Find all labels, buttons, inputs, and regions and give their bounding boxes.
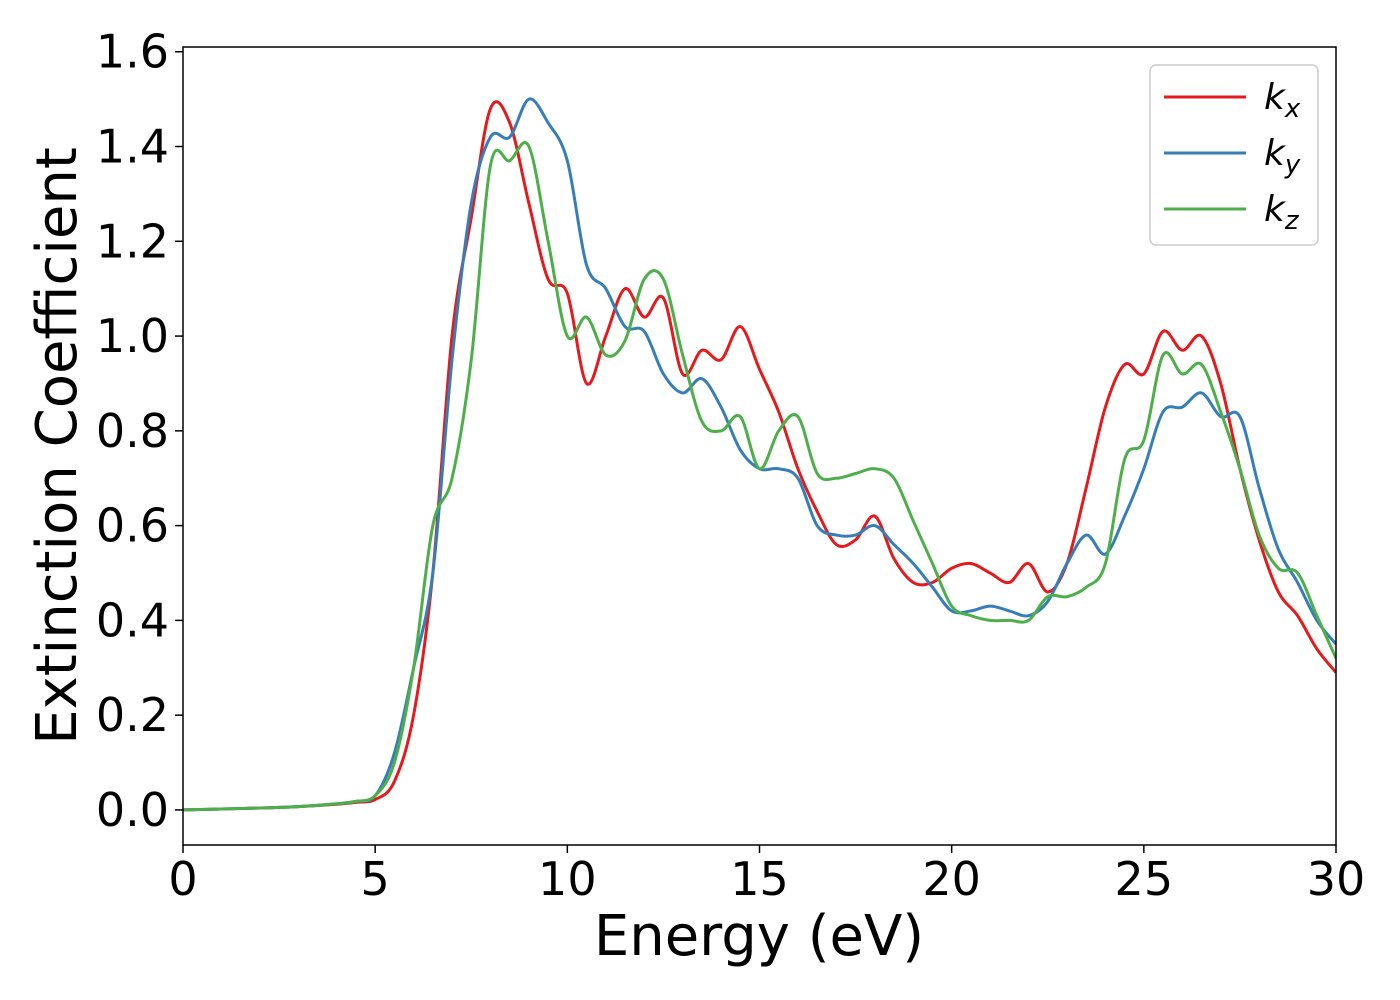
y-tick-label: 1.6 [96,25,169,79]
y-tick-label: 1.0 [96,309,169,363]
x-tick-label: 30 [1307,852,1366,906]
x-tick-label: 15 [730,852,789,906]
y-tick-label: 0.0 [96,783,169,837]
y-tick-label: 0.4 [96,593,169,647]
series-line [183,97,1336,812]
legend-label: kz [1264,189,1300,236]
x-tick-label: 25 [1115,852,1174,906]
y-tick-label: 1.4 [96,120,169,174]
x-tick-label: 5 [361,852,390,906]
x-tick-label: 20 [922,852,981,906]
legend-box [1149,64,1319,246]
x-axis-label: Energy (eV) [594,904,924,969]
y-tick-label: 0.2 [96,688,169,742]
series-line [183,141,1336,812]
legend-label: kx [1264,77,1301,124]
y-tick-label: 0.8 [96,404,169,458]
plot-frame [182,46,1337,846]
y-tick-label: 1.2 [96,214,169,268]
y-tick-label: 0.6 [96,499,169,553]
x-tick-label: 10 [538,852,597,906]
x-tick-label: 0 [168,852,197,906]
y-axis-label: Extinction Coefficient [25,147,90,745]
legend-label: ky [1264,133,1301,180]
